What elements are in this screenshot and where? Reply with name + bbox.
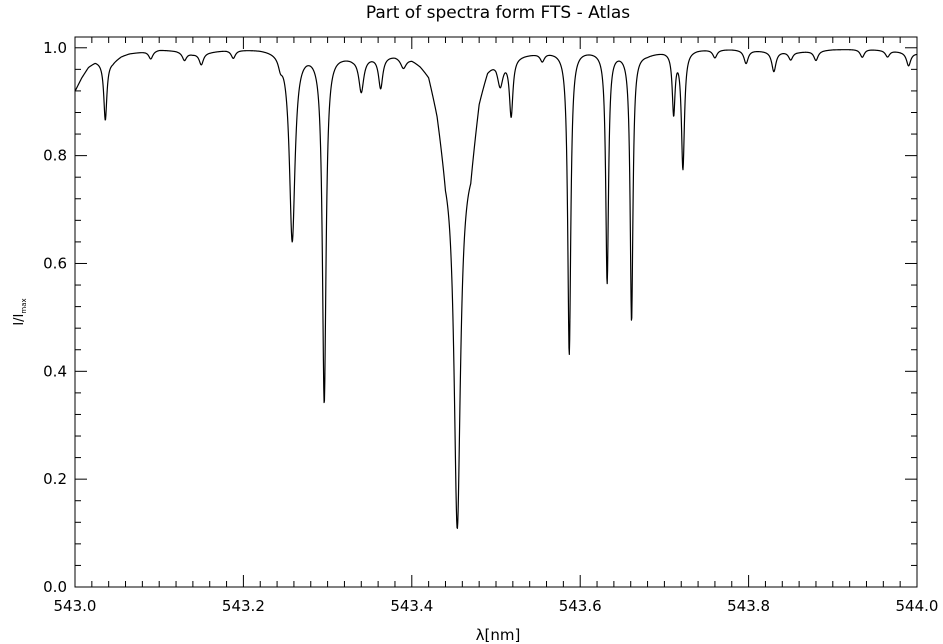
y-tick-label: 0.6 — [43, 254, 67, 272]
y-axis-ticks — [75, 47, 917, 588]
svg-text:I/Imax: I/Imax — [12, 298, 28, 325]
y-tick-label: 0.4 — [43, 362, 67, 380]
x-tick-label: 543.2 — [222, 597, 265, 615]
x-axis-tick-labels: 543.0 543.2 543.4 543.6 543.8 544.0 — [54, 597, 939, 615]
y-axis-label-main: I/I — [12, 314, 27, 326]
plot-frame — [74, 36, 918, 588]
y-tick-label: 1.0 — [43, 39, 67, 57]
spectrum-series-line — [74, 49, 918, 529]
x-tick-label: 544.0 — [896, 597, 939, 615]
x-tick-label: 543.6 — [559, 597, 602, 615]
y-axis-tick-labels: 0.0 0.2 0.4 0.6 0.8 1.0 — [43, 39, 67, 596]
x-axis-label: λ[nm] — [476, 626, 521, 644]
y-tick-label: 0.2 — [43, 470, 67, 488]
x-tick-label: 543.0 — [54, 597, 97, 615]
y-axis-label-subscript: max — [20, 298, 28, 313]
y-axis-label: I/Imax — [12, 298, 28, 325]
x-tick-label: 543.4 — [390, 597, 433, 615]
x-tick-label: 543.8 — [727, 597, 770, 615]
chart-title: Part of spectra form FTS - Atlas — [366, 3, 630, 23]
y-tick-label: 0.8 — [43, 147, 67, 165]
x-axis-ticks — [74, 37, 918, 587]
y-tick-label: 0.0 — [43, 578, 67, 596]
